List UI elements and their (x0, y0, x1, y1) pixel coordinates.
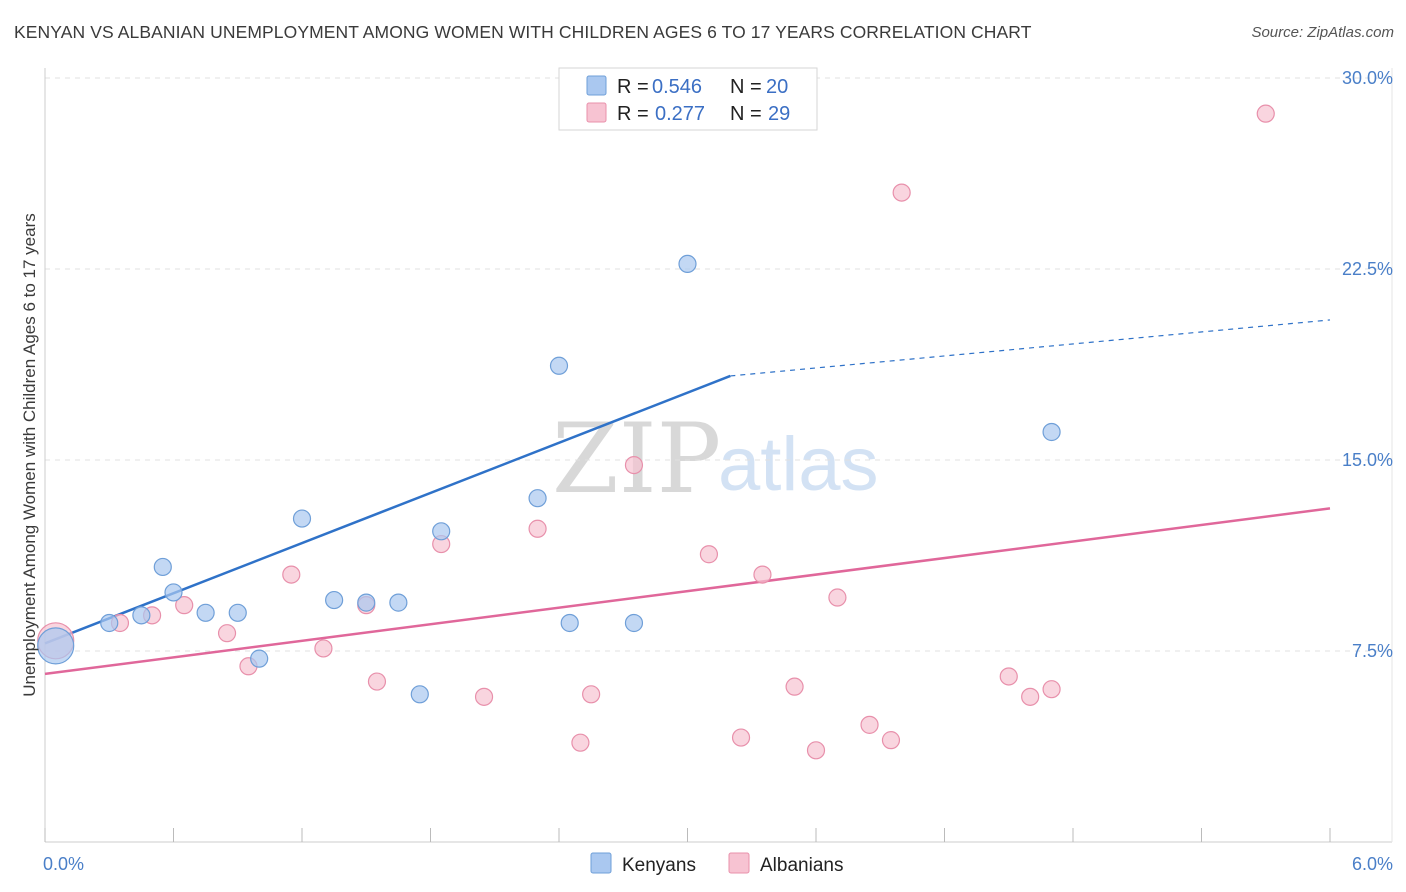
bottom-legend-label-albanians: Albanians (760, 855, 843, 876)
point-albanians (367, 672, 387, 691)
watermark-atlas: atlas (718, 422, 879, 507)
point-albanians (828, 588, 847, 607)
point-albanians (474, 687, 494, 706)
point-albanians (314, 639, 333, 658)
point-kenyans (196, 603, 215, 622)
point-albanians (1256, 104, 1275, 123)
source-label: Source: ZipAtlas.com (1251, 24, 1394, 41)
trend-line-kenyans (44, 374, 731, 645)
trend-lines (44, 319, 1331, 676)
point-kenyans (132, 606, 151, 625)
point-albanians (881, 731, 901, 750)
point-albanians (528, 519, 547, 538)
point-albanians (1021, 687, 1040, 706)
point-kenyans (164, 583, 183, 602)
point-albanians (282, 565, 301, 584)
x-tick-label: 6.0% (1352, 854, 1393, 874)
bottom-legend: Kenyans Albanians (590, 852, 843, 876)
point-kenyans (624, 613, 644, 633)
legend-n-value-kenyans: 20 (766, 76, 788, 98)
point-albanians (217, 624, 237, 643)
y-tick-label: 22.5% (1342, 259, 1393, 279)
point-kenyans (389, 593, 408, 612)
data-points (37, 104, 1275, 760)
y-tick-label: 30.0% (1342, 68, 1393, 88)
point-albanians (175, 596, 194, 615)
point-albanians (806, 741, 826, 760)
legend-r-value-kenyans: 0.546 (652, 76, 702, 98)
legend-r-value-albanians: 0.277 (655, 103, 705, 125)
point-albanians (753, 565, 772, 584)
point-kenyans (357, 593, 376, 612)
point-kenyans (325, 590, 344, 610)
legend-n-label-albanians: N = (730, 103, 762, 125)
bottom-legend-label-kenyans: Kenyans (622, 855, 696, 876)
axes (44, 68, 1393, 843)
bottom-legend-swatch-albanians (728, 852, 750, 874)
point-albanians (785, 677, 804, 696)
chart-title: KENYAN VS ALBANIAN UNEMPLOYMENT AMONG WO… (14, 22, 1032, 42)
y-tick-labels: 7.5% 15.0% 22.5% 30.0% (1342, 68, 1393, 661)
watermark: ZIP atlas (552, 403, 879, 515)
point-kenyans (549, 356, 569, 375)
top-legend: R = 0.546 N = 20 R = 0.277 N = 29 (558, 67, 818, 131)
point-albanians (860, 715, 879, 734)
point-kenyans (560, 613, 579, 633)
y-tick-label: 7.5% (1352, 641, 1393, 661)
legend-swatch-kenyans (586, 75, 607, 96)
legend-n-label-kenyans: N = (730, 76, 762, 98)
point-albanians (999, 667, 1018, 686)
point-kenyans (100, 613, 119, 633)
legend-r-label-kenyans: R = (617, 76, 649, 98)
y-tick-label: 15.0% (1342, 450, 1393, 470)
point-kenyans (153, 557, 172, 577)
point-albanians (892, 183, 911, 202)
point-kenyans (678, 254, 697, 274)
y-axis-title: Unemployment Among Women with Children A… (20, 213, 39, 697)
x-tick-label: 0.0% (43, 854, 84, 874)
point-albanians (624, 455, 644, 475)
point-kenyans (528, 489, 547, 508)
point-kenyans (228, 603, 247, 622)
point-kenyans (410, 685, 429, 704)
x-ticks (44, 828, 1331, 842)
point-kenyans (250, 649, 269, 668)
legend-r-label-albanians: R = (617, 103, 649, 125)
point-albanians (571, 733, 590, 752)
point-kenyans (1042, 422, 1061, 442)
point-albanians (699, 545, 719, 564)
point-albanians (582, 685, 601, 704)
point-kenyans (432, 522, 451, 541)
point-kenyans (37, 627, 75, 665)
legend-n-value-albanians: 29 (768, 103, 790, 125)
point-kenyans (292, 509, 312, 528)
legend-swatch-albanians (586, 102, 607, 123)
point-albanians (731, 728, 751, 747)
trend-line-albanians (44, 507, 1331, 676)
x-tick-labels: 0.0% 6.0% (43, 854, 1393, 874)
point-albanians (1042, 680, 1061, 699)
trend-line-kenyans-extension (730, 319, 1331, 377)
bottom-legend-swatch-kenyans (590, 852, 612, 874)
